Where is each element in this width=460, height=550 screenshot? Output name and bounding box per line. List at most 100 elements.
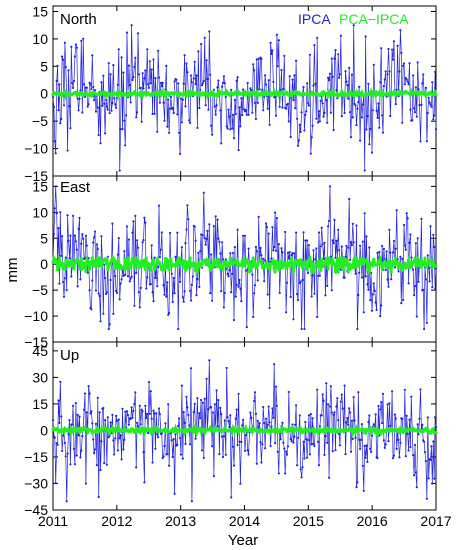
pca-ipca-point: [354, 265, 358, 269]
y-tick-label: −45: [24, 502, 48, 518]
ipca-point: [215, 104, 218, 107]
ipca-point: [348, 197, 351, 201]
ipca-point: [200, 43, 203, 46]
ipca-point: [229, 414, 232, 417]
ipca-point: [264, 222, 268, 225]
ipca-point: [302, 231, 305, 234]
pca-ipca-point: [364, 431, 368, 435]
ipca-point: [129, 277, 132, 280]
ipca-point: [136, 111, 139, 114]
ipca-point: [269, 444, 272, 448]
ipca-point: [203, 397, 206, 400]
ipca-point: [338, 249, 341, 252]
ipca-point: [201, 234, 204, 237]
ipca-point: [378, 250, 381, 254]
pca-ipca-point: [425, 265, 429, 269]
pca-ipca-point: [147, 263, 151, 267]
ipca-point: [328, 219, 331, 222]
ipca-point: [316, 36, 319, 40]
y-tick-label: 10: [32, 204, 48, 220]
ipca-point: [116, 253, 119, 256]
pca-ipca-point: [417, 260, 422, 264]
pca-ipca-point: [109, 262, 113, 266]
pca-ipca-point: [126, 256, 130, 260]
ipca-point: [299, 280, 302, 283]
ipca-point: [313, 292, 316, 295]
ipca-point: [234, 112, 237, 116]
ipca-point: [102, 74, 105, 77]
ipca-point: [361, 103, 364, 106]
ipca-point: [194, 83, 197, 86]
ipca-point: [196, 126, 199, 129]
pca-ipca-point: [350, 263, 354, 267]
pca-ipca-point: [410, 262, 414, 267]
pca-ipca-point: [173, 426, 178, 430]
ipca-point: [92, 438, 95, 441]
ipca-point: [154, 276, 157, 279]
ipca-point: [125, 31, 129, 34]
ipca-point: [173, 492, 176, 495]
ipca-point: [263, 421, 266, 425]
ipca-point: [219, 109, 222, 112]
ipca-point: [162, 101, 165, 104]
pca-ipca-point: [341, 267, 345, 272]
ipca-point: [410, 395, 413, 398]
pca-ipca-point: [151, 258, 156, 263]
ipca-point: [169, 95, 172, 99]
ipca-point: [278, 291, 281, 294]
ipca-point: [352, 24, 355, 27]
ipca-point: [254, 245, 257, 249]
ipca-point: [61, 235, 64, 238]
ipca-point: [348, 407, 351, 410]
ipca-point: [83, 83, 86, 86]
ipca-point: [202, 79, 205, 83]
ipca-point: [235, 408, 238, 411]
ipca-point: [211, 445, 214, 448]
ipca-point: [418, 104, 421, 107]
ipca-point: [93, 89, 97, 92]
ipca-point: [236, 76, 239, 79]
ipca-point: [216, 218, 219, 221]
ipca-point: [389, 114, 392, 117]
ipca-point: [228, 425, 231, 429]
pca-ipca-point: [169, 257, 173, 261]
ipca-point: [66, 452, 69, 455]
ipca-point: [337, 228, 340, 231]
ipca-point: [103, 462, 106, 465]
ipca-point: [294, 423, 297, 426]
ipca-point: [106, 108, 109, 111]
ipca-point: [227, 275, 230, 278]
ipca-point: [417, 88, 420, 91]
ipca-point: [76, 285, 79, 288]
ipca-point: [262, 109, 265, 112]
ipca-point: [180, 246, 183, 249]
ipca-point: [347, 423, 350, 426]
ipca-point: [123, 119, 126, 122]
ipca-point: [337, 53, 340, 56]
ipca-point: [408, 418, 411, 421]
ipca-point: [422, 73, 425, 76]
ipca-point: [69, 234, 72, 237]
pca-ipca-point: [416, 257, 420, 261]
ipca-point: [256, 101, 259, 104]
ipca-point: [212, 475, 215, 478]
ipca-point: [106, 416, 109, 419]
ipca-point: [253, 399, 256, 403]
ipca-point: [304, 239, 307, 242]
ipca-point: [87, 103, 90, 106]
ipca-point: [158, 101, 161, 104]
pca-ipca-point: [392, 260, 396, 264]
ipca-point: [200, 233, 203, 236]
ipca-point: [300, 327, 303, 331]
pca-ipca-point: [240, 259, 244, 263]
pca-ipca-point: [141, 263, 146, 267]
ipca-point: [121, 407, 124, 410]
ipca-point: [411, 119, 414, 122]
ipca-point: [401, 417, 404, 420]
panel-north: North 15 10 5 0 −5 −10 −15: [24, 3, 438, 184]
ipca-point: [56, 443, 59, 446]
ipca-point: [128, 280, 131, 283]
ipca-point: [77, 109, 80, 112]
ipca-point: [135, 466, 138, 469]
pca-ipca-point: [226, 264, 231, 268]
